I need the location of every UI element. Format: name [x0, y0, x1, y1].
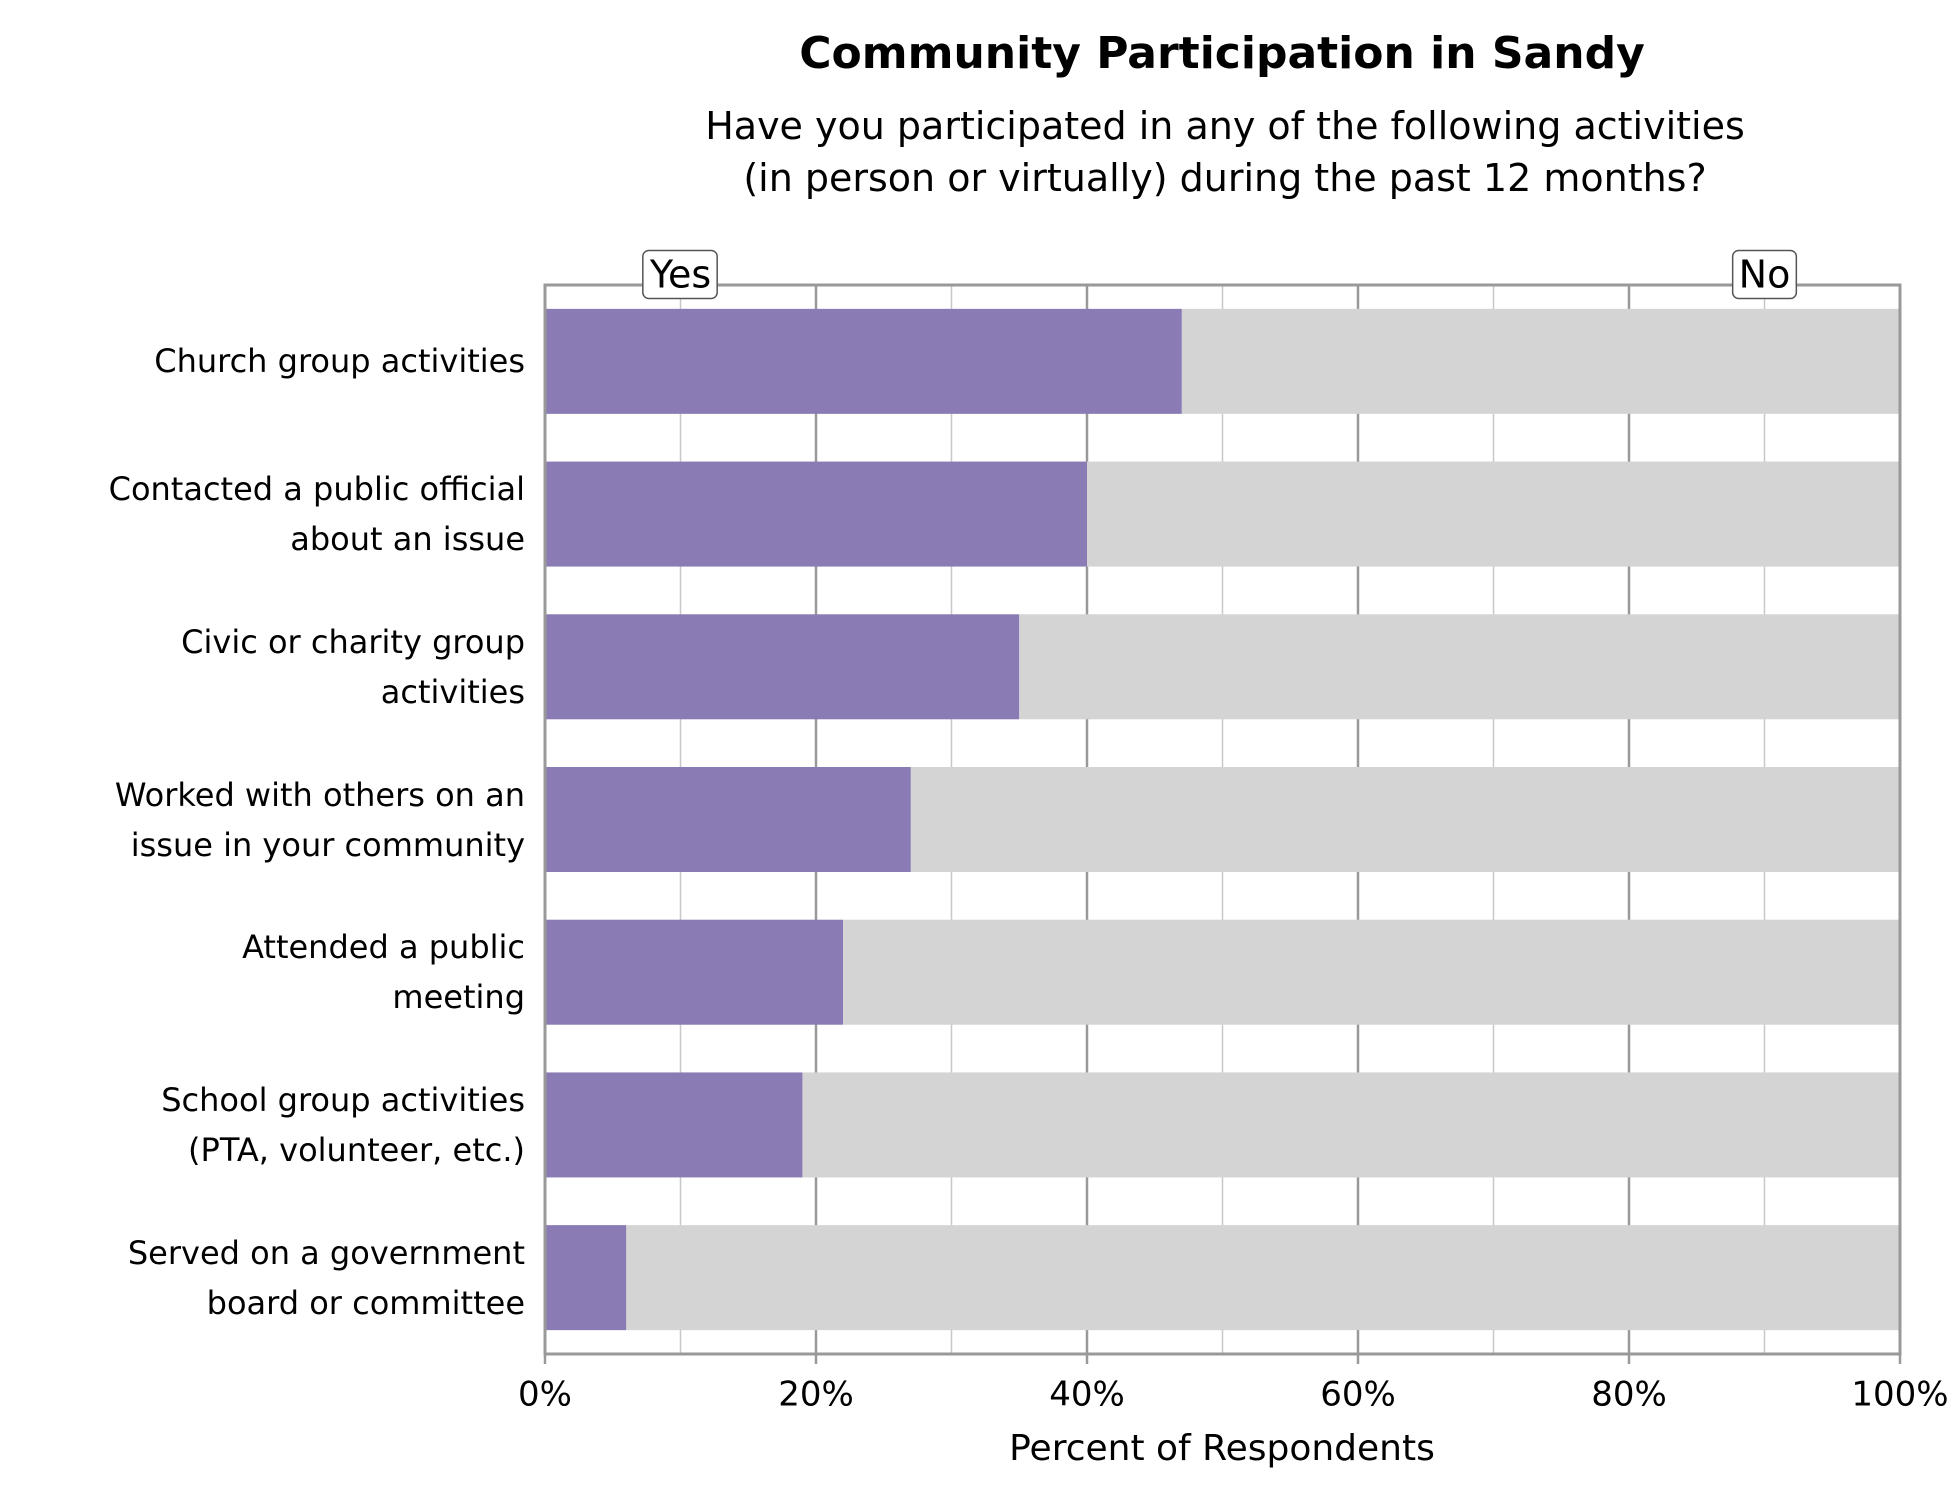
- y-tick-label: Church group activities: [154, 342, 525, 381]
- bar: [545, 461, 1087, 567]
- y-tick-label: School group activities (PTA, volunteer,…: [161, 1080, 525, 1169]
- bar: [843, 919, 1900, 1025]
- x-tick-label: 60%: [1320, 1375, 1396, 1415]
- plot-frame: [543, 283, 1902, 1356]
- legend-box: [1731, 249, 1798, 300]
- legend-label: Yes: [649, 253, 711, 297]
- bar: [1181, 308, 1900, 414]
- x-tick-label: 40%: [1049, 1375, 1125, 1415]
- bar: [545, 308, 1182, 414]
- legend-box: [642, 249, 718, 300]
- bar: [1087, 461, 1900, 567]
- x-tick-label: 80%: [1591, 1375, 1667, 1415]
- x-tick-label: 0%: [518, 1375, 572, 1415]
- y-tick-label: Attended a public meeting: [242, 928, 525, 1017]
- x-tick-label: 20%: [778, 1375, 854, 1415]
- bar: [545, 767, 911, 872]
- y-tick-label: Served on a government board or committe…: [127, 1233, 525, 1322]
- y-tick-label: Worked with others on an issue in your c…: [114, 775, 525, 864]
- legend-label: No: [1739, 253, 1791, 297]
- bar: [802, 1072, 1901, 1178]
- bar: [545, 614, 1020, 720]
- bar: [545, 1072, 803, 1178]
- bar: [1019, 614, 1900, 720]
- bar: [545, 919, 844, 1025]
- x-tick-label: 100%: [1851, 1375, 1948, 1415]
- y-tick-label: Contacted a public official about an iss…: [108, 470, 525, 559]
- chart-subtitle: Have you participated in any of the foll…: [705, 104, 1745, 200]
- bar: [910, 767, 1900, 872]
- bar: [626, 1225, 1900, 1331]
- chart-title: Community Participation in Sandy: [799, 28, 1645, 79]
- y-tick-label: Civic or charity group activities: [181, 622, 525, 711]
- x-axis-title: Percent of Respondents: [1009, 1428, 1435, 1469]
- bar: [545, 1225, 627, 1331]
